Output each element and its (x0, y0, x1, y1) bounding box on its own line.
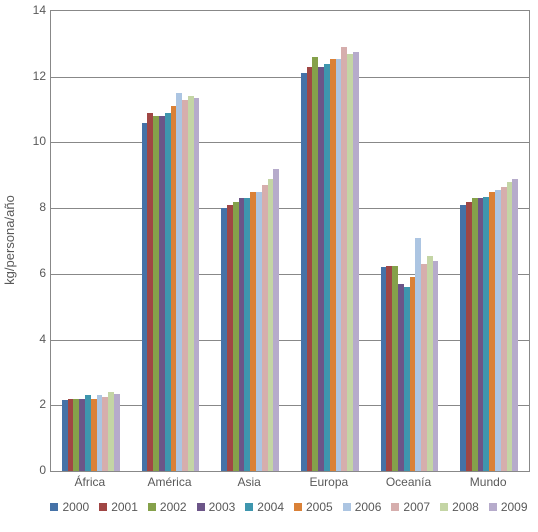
legend-swatch (50, 503, 58, 511)
legend-label: 2007 (403, 500, 430, 514)
bar (433, 261, 439, 471)
legend-item: 2005 (294, 500, 333, 514)
bar (194, 98, 200, 471)
y-tick-label: 10 (16, 134, 46, 148)
bar-group (460, 179, 518, 471)
gridline (51, 208, 529, 209)
legend-swatch (99, 503, 107, 511)
legend-item: 2000 (50, 500, 89, 514)
y-tick-label: 8 (16, 200, 46, 214)
bar (114, 394, 120, 471)
gridline (51, 405, 529, 406)
legend-swatch (489, 503, 497, 511)
gridline (51, 77, 529, 78)
bar-group (62, 392, 120, 471)
x-tick-label: Asia (237, 475, 260, 489)
legend-item: 2007 (391, 500, 430, 514)
legend-item: 2009 (489, 500, 528, 514)
legend-label: 2005 (306, 500, 333, 514)
y-axis-label: kg/persona/año (2, 195, 17, 285)
legend-item: 2001 (99, 500, 138, 514)
legend-label: 2008 (452, 500, 479, 514)
legend-swatch (391, 503, 399, 511)
y-tick-label: 12 (16, 69, 46, 83)
legend-label: 2001 (111, 500, 138, 514)
bar-group (301, 47, 359, 471)
legend-item: 2004 (245, 500, 284, 514)
bar-group (381, 238, 439, 471)
legend-label: 2003 (209, 500, 236, 514)
gridline (51, 340, 529, 341)
legend-label: 2000 (62, 500, 89, 514)
x-tick-label: Oceanía (386, 475, 431, 489)
legend-swatch (440, 503, 448, 511)
legend-item: 2002 (148, 500, 187, 514)
x-tick-label: Mundo (470, 475, 507, 489)
bar (273, 169, 279, 471)
chart-container: kg/persona/año 2000200120022003200420052… (0, 0, 538, 532)
legend-label: 2004 (257, 500, 284, 514)
x-tick-label: América (147, 475, 191, 489)
legend-swatch (148, 503, 156, 511)
y-tick-label: 6 (16, 266, 46, 280)
legend-swatch (294, 503, 302, 511)
legend-item: 2008 (440, 500, 479, 514)
legend-label: 2006 (355, 500, 382, 514)
y-tick-label: 2 (16, 397, 46, 411)
legend-swatch (245, 503, 253, 511)
legend-swatch (197, 503, 205, 511)
legend-label: 2002 (160, 500, 187, 514)
bar-group (142, 93, 200, 471)
gridline (51, 142, 529, 143)
y-tick-label: 4 (16, 332, 46, 346)
bar-group (221, 169, 279, 471)
y-tick-label: 14 (16, 3, 46, 17)
x-tick-label: África (74, 475, 105, 489)
legend-item: 2006 (343, 500, 382, 514)
gridline (51, 274, 529, 275)
legend-label: 2009 (501, 500, 528, 514)
bar (512, 179, 518, 471)
legend: 2000 2001 2002 2003 2004 2005 2006 2007 2008 2009 (50, 500, 528, 514)
plot-area (50, 10, 530, 472)
x-tick-label: Europa (309, 475, 348, 489)
bar (353, 52, 359, 471)
legend-item: 2003 (197, 500, 236, 514)
legend-swatch (343, 503, 351, 511)
y-tick-label: 0 (16, 463, 46, 477)
